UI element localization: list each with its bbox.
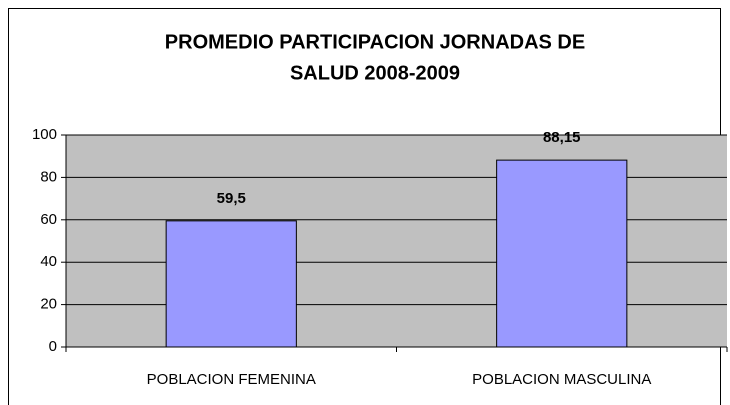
x-tick-label: POBLACION FEMENINA (147, 371, 316, 388)
y-tick-label: 0 (49, 338, 57, 355)
plot-area (66, 135, 727, 347)
data-label: 88,15 (543, 129, 581, 146)
chart-title: SALUD 2008-2009 (290, 62, 460, 84)
y-tick-label: 40 (40, 253, 57, 270)
bar (496, 159, 628, 348)
y-tick-label: 60 (40, 211, 57, 228)
y-tick-label: 100 (32, 126, 57, 143)
data-label: 59,5 (217, 190, 246, 207)
bar (165, 220, 297, 348)
chart-title: PROMEDIO PARTICIPACION JORNADAS DE (165, 31, 585, 53)
x-tick-label: POBLACION MASCULINA (472, 371, 651, 388)
y-tick-label: 20 (40, 296, 57, 313)
y-tick-label: 80 (40, 168, 57, 185)
